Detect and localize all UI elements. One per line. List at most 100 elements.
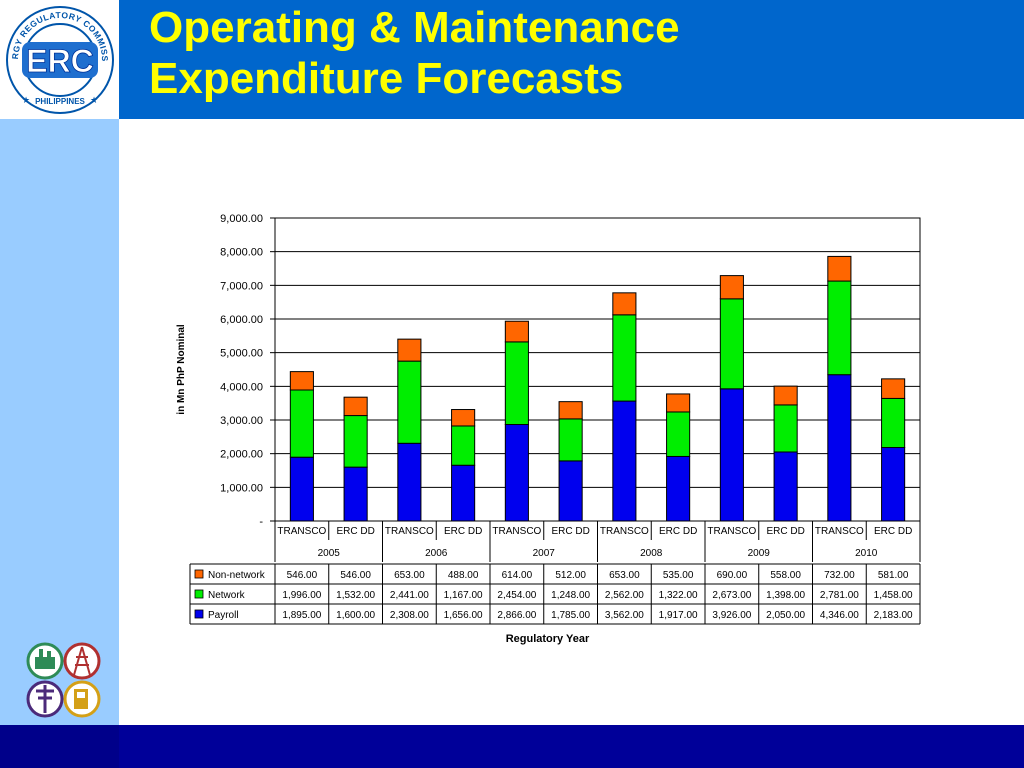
star-icon: ★ <box>90 95 98 105</box>
y-tick-label: 1,000.00 <box>220 482 263 494</box>
data-label: 1,398.00 <box>766 590 805 601</box>
bar-non-network <box>397 338 422 362</box>
data-label: 488.00 <box>448 570 479 581</box>
logo-text: ERC <box>26 43 94 79</box>
bar-payroll <box>397 442 422 522</box>
category-label: TRANSCO <box>277 526 326 537</box>
page-title: Operating & Maintenance Expenditure Fore… <box>149 2 1009 104</box>
bar-non-network <box>666 393 691 413</box>
bar-payroll <box>451 464 476 522</box>
bar-non-network <box>612 292 637 316</box>
data-label: 2,183.00 <box>874 610 913 621</box>
star-icon: ★ <box>22 95 30 105</box>
data-label: 1,895.00 <box>282 610 321 621</box>
bar-payroll <box>719 388 744 522</box>
category-label: ERC DD <box>659 526 697 537</box>
transmission-tower-icon <box>63 642 101 680</box>
sidebar-icons <box>26 642 101 718</box>
y-tick-label: 6,000.00 <box>220 314 263 326</box>
bar-network <box>881 397 906 449</box>
data-label: 535.00 <box>663 570 694 581</box>
data-label: 1,996.00 <box>282 590 321 601</box>
category-label: TRANSCO <box>385 526 434 537</box>
data-label: 2,866.00 <box>497 610 536 621</box>
legend-label: Network <box>208 590 246 601</box>
legend-label: Non-network <box>208 570 266 581</box>
fuel-icon <box>63 680 101 718</box>
data-label: 614.00 <box>502 570 533 581</box>
bar-non-network <box>719 275 744 300</box>
title-line-1: Operating & Maintenance <box>149 3 680 52</box>
bar-network <box>666 411 691 457</box>
legend-key <box>194 589 204 599</box>
bar-network <box>827 280 852 376</box>
data-label: 4,346.00 <box>820 610 859 621</box>
y-tick-label: 8,000.00 <box>220 247 263 259</box>
legend-key <box>194 569 204 579</box>
category-label: ERC DD <box>336 526 374 537</box>
title-line-2: Expenditure Forecasts <box>149 54 624 103</box>
y-tick-label: 2,000.00 <box>220 449 263 461</box>
power-plant-icon <box>26 642 64 680</box>
data-label: 1,785.00 <box>551 610 590 621</box>
data-label: 581.00 <box>878 570 909 581</box>
bar-network <box>504 341 529 426</box>
bar-non-network <box>773 385 798 406</box>
group-label: 2005 <box>318 548 341 559</box>
bar-network <box>719 298 744 390</box>
title-bar <box>0 0 1024 119</box>
y-tick-label: - <box>259 516 263 528</box>
data-label: 2,454.00 <box>497 590 536 601</box>
data-label: 2,562.00 <box>605 590 644 601</box>
data-label: 512.00 <box>555 570 586 581</box>
data-label: 2,308.00 <box>390 610 429 621</box>
logo-bottom-text: PHILIPPINES <box>35 97 85 106</box>
data-label: 1,532.00 <box>336 590 375 601</box>
group-label: 2009 <box>748 548 771 559</box>
data-label: 1,322.00 <box>659 590 698 601</box>
erc-logo: ENERGY REGULATORY COMMISSION ERC PHILIPP… <box>0 0 114 114</box>
y-tick-label: 4,000.00 <box>220 381 263 393</box>
y-tick-label: 5,000.00 <box>220 348 263 360</box>
group-label: 2008 <box>640 548 663 559</box>
data-label: 2,673.00 <box>712 590 751 601</box>
bar-payroll <box>827 374 852 522</box>
data-label: 653.00 <box>609 570 640 581</box>
y-tick-label: 3,000.00 <box>220 415 263 427</box>
bar-non-network <box>343 396 368 417</box>
y-tick-label: 7,000.00 <box>220 280 263 292</box>
data-label: 1,656.00 <box>444 610 483 621</box>
data-label: 546.00 <box>287 570 318 581</box>
bar-network <box>343 415 368 468</box>
bar-non-network <box>289 371 314 391</box>
plot-area <box>274 217 921 522</box>
bar-payroll <box>773 451 798 522</box>
data-label: 3,926.00 <box>712 610 751 621</box>
bar-payroll <box>289 456 314 522</box>
bottom-bar <box>0 725 1024 768</box>
x-axis-label: Regulatory Year <box>506 633 590 645</box>
bar-network <box>612 314 637 402</box>
bar-non-network <box>451 409 476 427</box>
bar-payroll <box>343 466 368 522</box>
sidebar <box>0 119 119 725</box>
bar-network <box>558 418 583 462</box>
data-label: 1,458.00 <box>874 590 913 601</box>
data-label: 1,248.00 <box>551 590 590 601</box>
data-label: 546.00 <box>340 570 371 581</box>
bar-payroll <box>612 400 637 522</box>
bar-network <box>451 425 476 466</box>
bar-network <box>397 360 422 444</box>
bar-payroll <box>504 424 529 522</box>
data-label: 2,050.00 <box>766 610 805 621</box>
bar-network <box>289 389 314 458</box>
data-label: 1,600.00 <box>336 610 375 621</box>
group-label: 2006 <box>425 548 448 559</box>
group-label: 2007 <box>533 548 556 559</box>
data-label: 3,562.00 <box>605 610 644 621</box>
category-label: TRANSCO <box>707 526 756 537</box>
data-label: 690.00 <box>717 570 748 581</box>
data-label: 1,167.00 <box>444 590 483 601</box>
bar-payroll <box>666 455 691 522</box>
data-label: 2,441.00 <box>390 590 429 601</box>
